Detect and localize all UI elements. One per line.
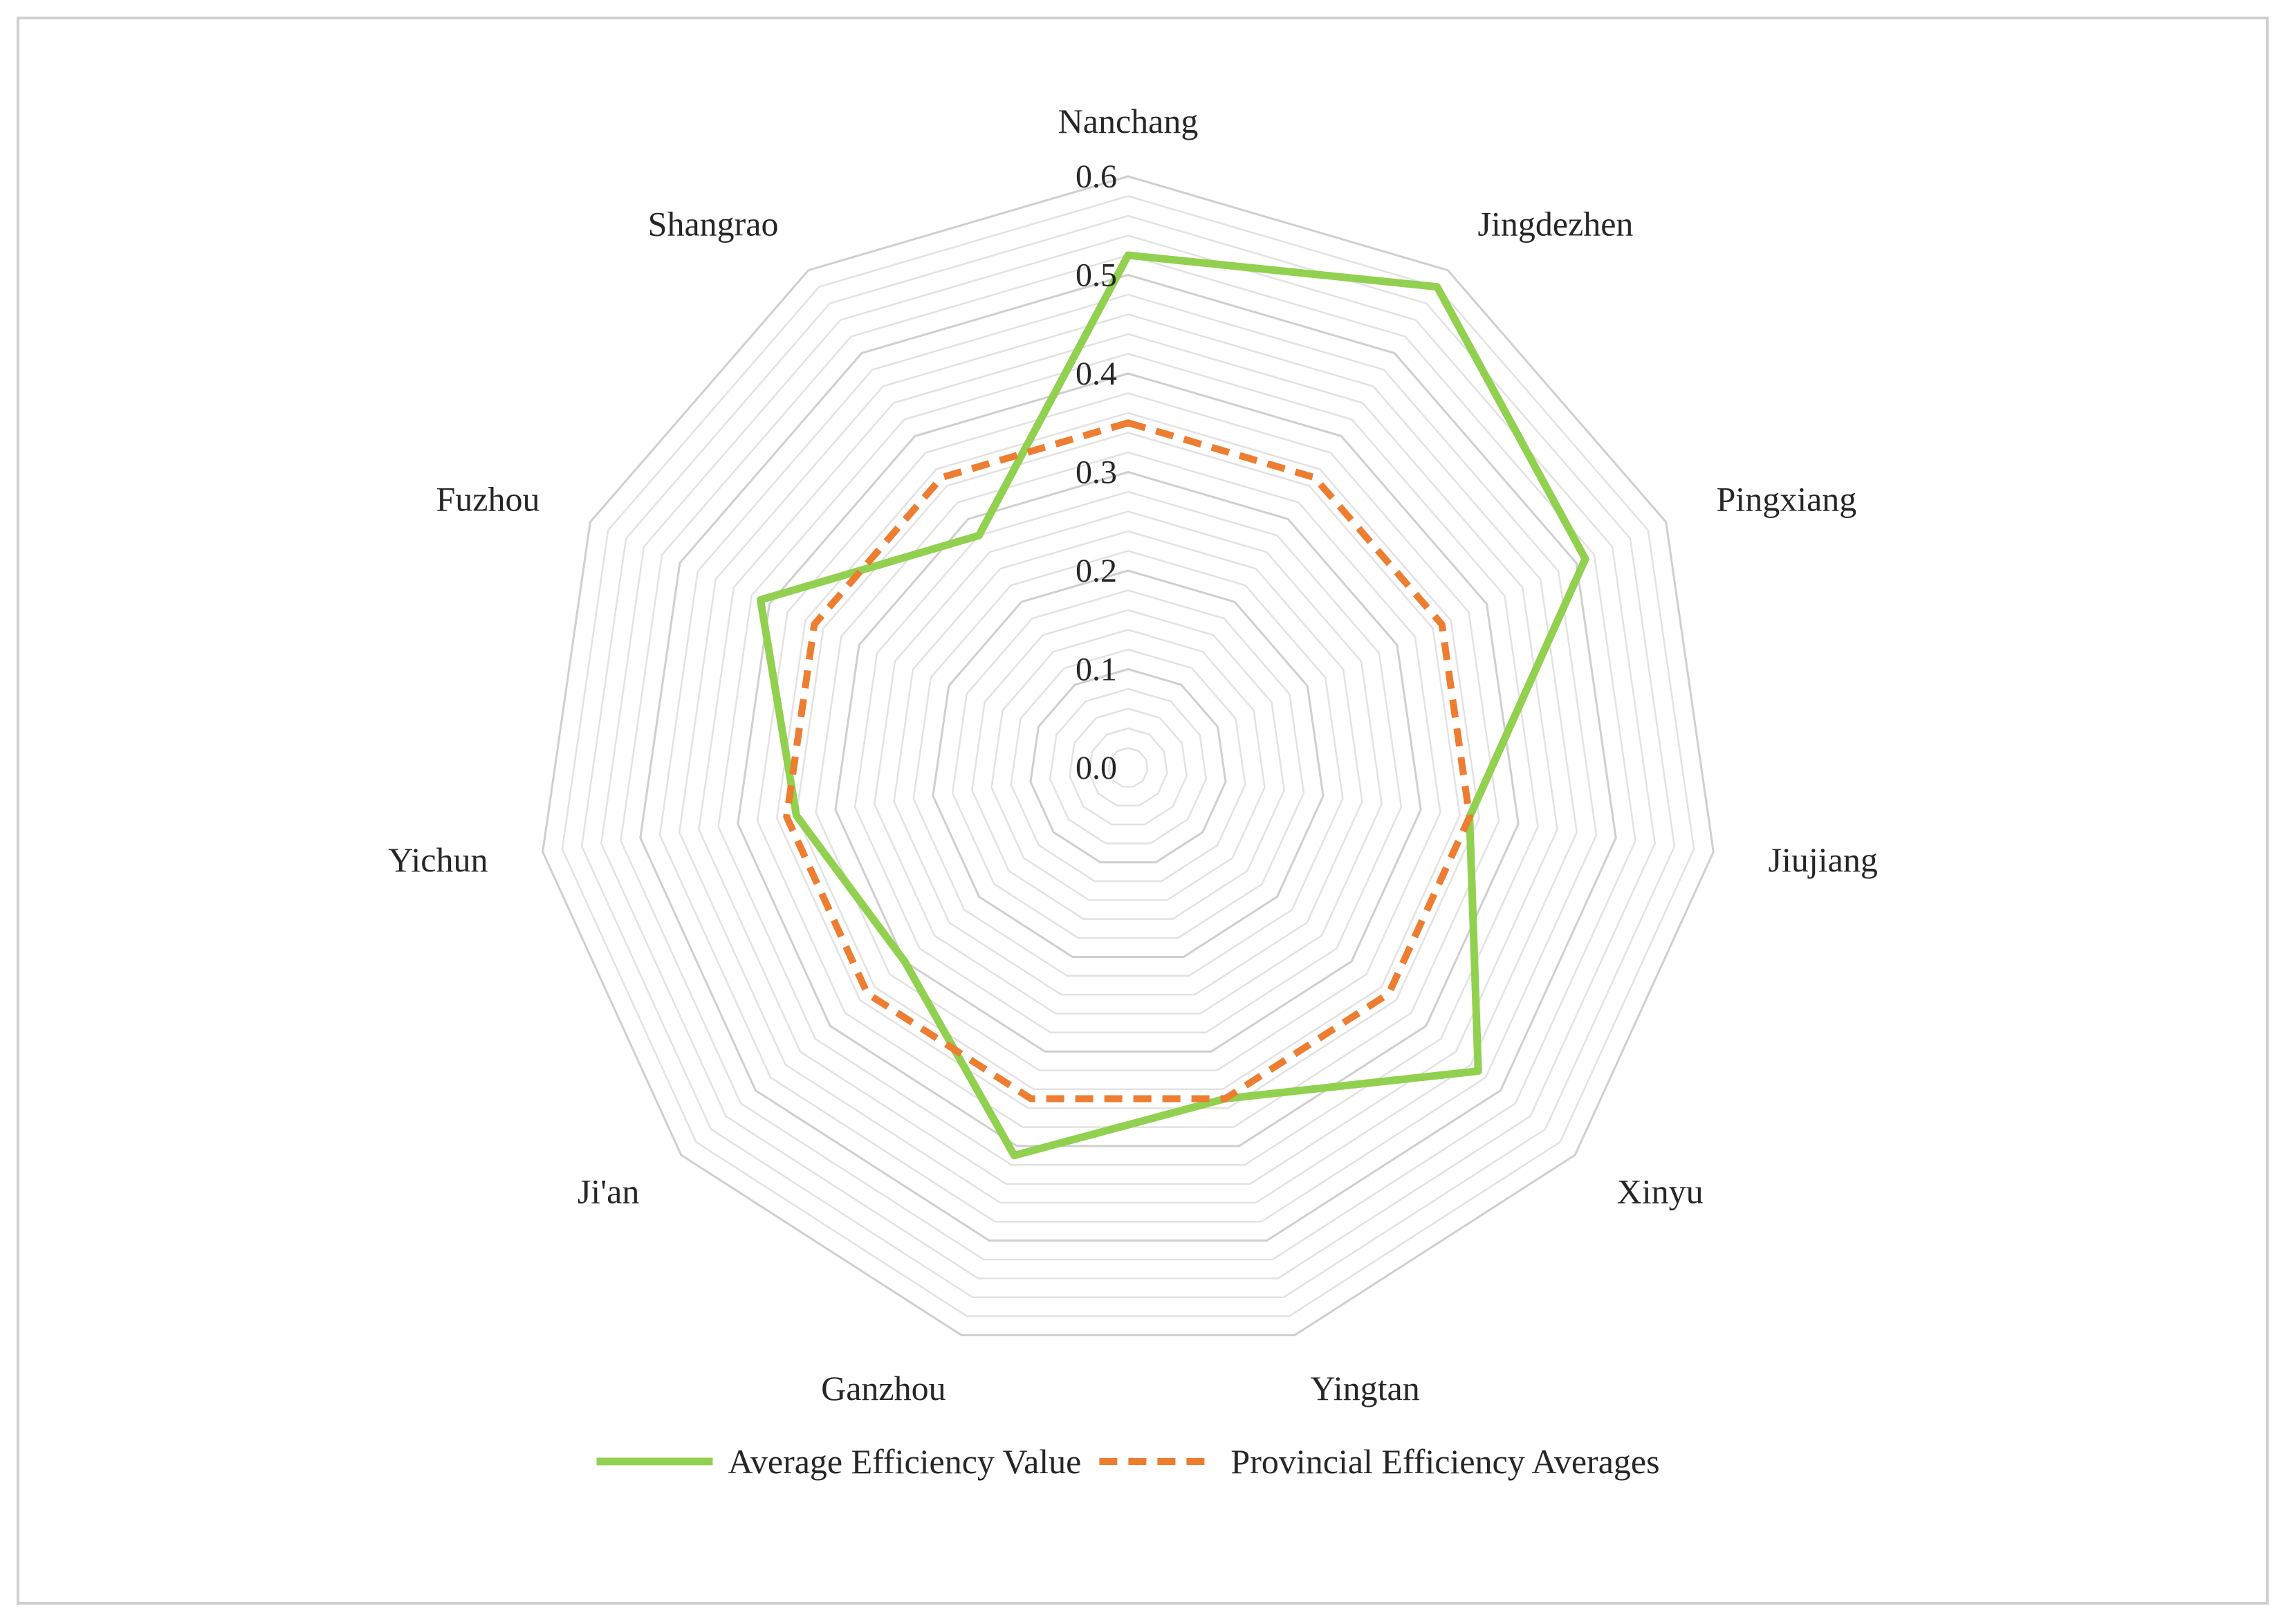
radial-tick-label: 0.3 — [1076, 454, 1117, 491]
category-label: Yingtan — [1310, 1369, 1419, 1408]
grid-ring — [1010, 648, 1246, 883]
radar-chart: 0.0 0.1 0.2 0.3 0.4 0.5 0.6 Nanchang Jingdezhen… — [388, 102, 1878, 1481]
grid-ring — [580, 214, 1676, 1298]
series-line-2 — [783, 419, 1473, 1102]
radial-tick-label: 0.4 — [1076, 356, 1117, 392]
grid-ring — [1107, 747, 1149, 788]
grid-ring — [932, 569, 1325, 958]
grid-ring — [971, 609, 1285, 921]
grid-ring — [912, 550, 1344, 977]
grid-ring — [1069, 708, 1188, 826]
grid-ring — [737, 372, 1520, 1147]
legend-label: Average Efficiency Value — [728, 1442, 1082, 1481]
series-layer — [757, 251, 1589, 1160]
grid-ring — [834, 470, 1422, 1053]
grid-ring — [698, 333, 1558, 1185]
radial-tick-label: 0.0 — [1076, 750, 1117, 786]
grid-ring — [795, 432, 1461, 1091]
grid-ring — [639, 273, 1617, 1242]
series-line-1 — [757, 251, 1589, 1160]
grid-ring — [1029, 667, 1227, 864]
category-label: Nanchang — [1058, 102, 1199, 140]
grid-ring — [815, 451, 1441, 1071]
radial-tick-label: 0.5 — [1076, 257, 1117, 294]
grid-ring — [542, 175, 1715, 1336]
radial-tick-label: 0.6 — [1076, 158, 1117, 195]
grid-ring — [951, 589, 1305, 939]
legend: Average Efficiency Value Provincial Effic… — [596, 1442, 1660, 1481]
legend-label: Provincial Efficiency Averages — [1230, 1442, 1659, 1481]
grid-ring — [775, 412, 1481, 1109]
grid-ring — [874, 510, 1383, 1015]
category-label: Fuzhou — [436, 480, 540, 519]
grid-ring — [600, 234, 1656, 1280]
legend-item-2: Provincial Efficiency Averages — [1099, 1442, 1660, 1481]
grid-ring — [756, 392, 1500, 1128]
radar-grid — [542, 175, 1715, 1336]
category-label: Yichun — [388, 840, 488, 879]
radial-tick-labels: 0.0 0.1 0.2 0.3 0.4 0.5 0.6 — [1076, 158, 1117, 786]
category-label: Xinyu — [1617, 1172, 1704, 1210]
category-label: Pingxiang — [1717, 480, 1857, 519]
grid-ring — [658, 293, 1598, 1223]
grid-ring — [1049, 688, 1208, 845]
radial-tick-label: 0.1 — [1076, 652, 1117, 688]
grid-ring — [561, 195, 1695, 1318]
grid-ring — [854, 490, 1403, 1034]
grid-ring — [990, 629, 1266, 901]
chart-frame: 0.0 0.1 0.2 0.3 0.4 0.5 0.6 Nanchang Jingdezhen… — [17, 17, 2269, 1605]
category-label: Jingdezhen — [1478, 204, 1634, 243]
category-label: Jiujiang — [1769, 840, 1878, 879]
legend-item-1: Average Efficiency Value — [596, 1442, 1082, 1481]
category-label: Ganzhou — [821, 1369, 946, 1408]
grid-ring — [717, 353, 1539, 1166]
radial-tick-label: 0.2 — [1076, 553, 1117, 589]
grid-ring — [893, 530, 1363, 996]
category-label: Ji'an — [578, 1172, 640, 1210]
category-label: Shangrao — [648, 204, 779, 243]
grid-ring — [678, 313, 1578, 1204]
grid-ring — [1088, 727, 1168, 806]
category-labels: Nanchang Jingdezhen Pingxiang Jiujiang Xinyu… — [388, 102, 1878, 1408]
